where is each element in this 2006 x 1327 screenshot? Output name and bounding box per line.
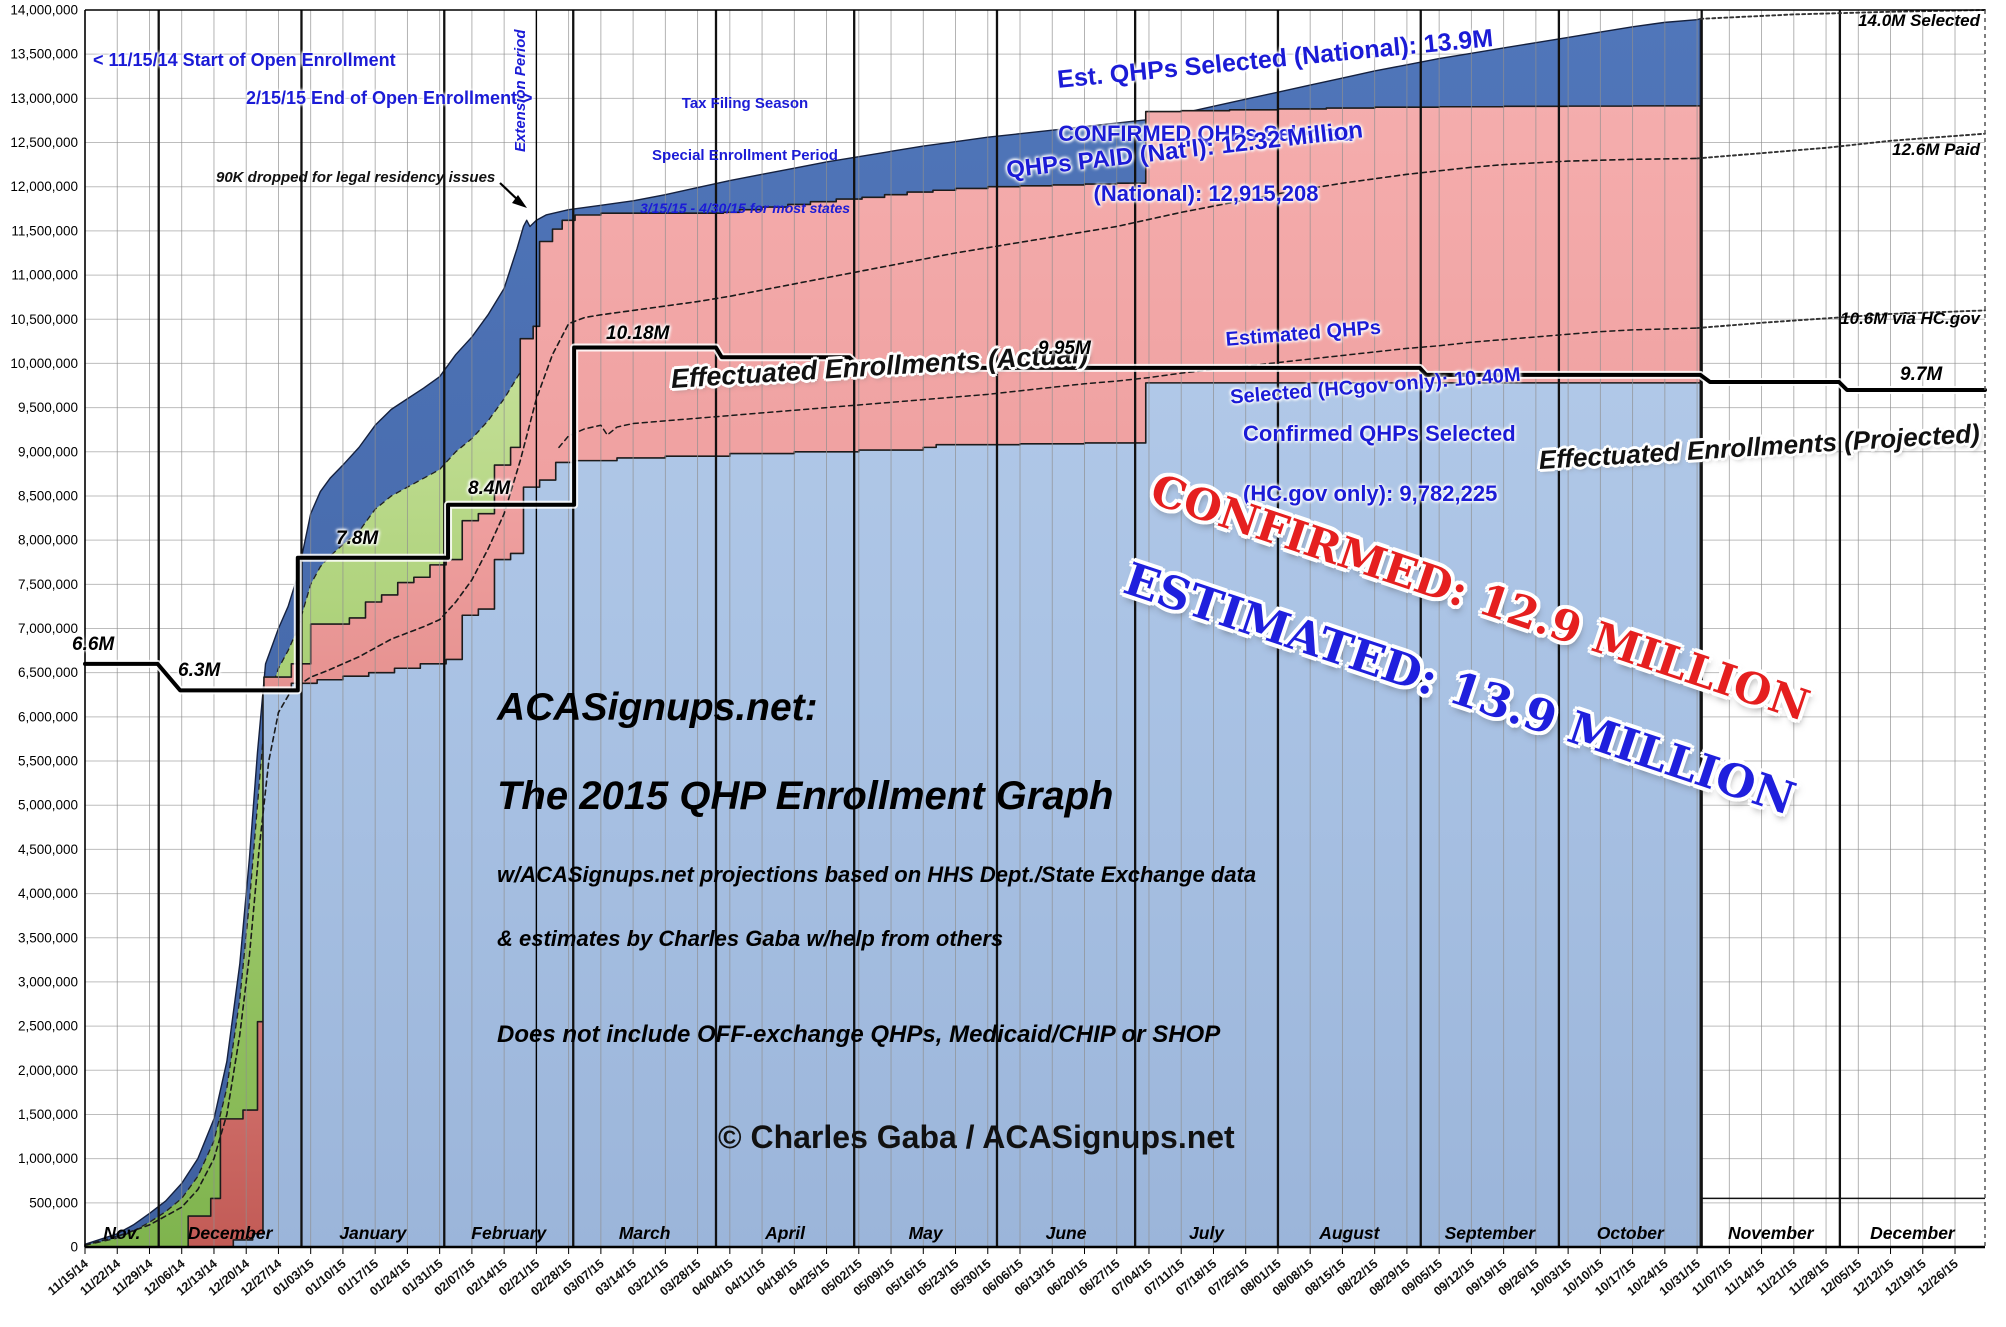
svg-text:March: March	[619, 1223, 671, 1243]
svg-text:11,500,000: 11,500,000	[11, 223, 78, 238]
y-axis-labels: 0 500,000 1,000,000 1,500,000 2,000,000 2,500…	[10, 3, 78, 1255]
tax-filing-line2: Special Enrollment Period	[652, 147, 838, 165]
label-12-6m-paid: 12.6M Paid	[1892, 140, 1980, 159]
confirmed-national-line2: (National): 12,915,208	[1093, 181, 1319, 207]
svg-text:10,500,000: 10,500,000	[10, 312, 78, 327]
svg-text:June: June	[1046, 1223, 1087, 1243]
confirmed-hcgov-line1: Confirmed QHPs Selected	[1243, 420, 1516, 446]
svg-text:January: January	[339, 1223, 407, 1243]
svg-text:12,500,000: 12,500,000	[10, 135, 78, 150]
label-confirmed-national-block: CONFIRMED QHPs Selected (National): 12,9…	[1000, 86, 1412, 243]
svg-text:13,000,000: 13,000,000	[10, 91, 78, 106]
svg-text:April: April	[764, 1223, 806, 1243]
svg-text:3,000,000: 3,000,000	[18, 974, 78, 989]
step-label-9-7m: 9.7M	[1900, 364, 1943, 385]
step-label-6-6m: 6.6M	[72, 634, 115, 655]
confirmed-hcgov-line2: (HC.gov only): 9,782,225	[1243, 481, 1498, 507]
copyright: © Charles Gaba / ACASignups.net	[718, 1119, 1235, 1155]
chart-note: Does not include OFF-exchange QHPs, Medi…	[497, 1020, 1221, 1048]
step-label-6-3m: 6.3M	[178, 660, 221, 681]
chart-title-line1: ACASignups.net:	[497, 685, 818, 729]
svg-text:6,500,000: 6,500,000	[18, 665, 78, 680]
svg-text:4,500,000: 4,500,000	[18, 842, 78, 857]
x-axis-ticks: 11/15/1411/22/1411/29/1412/06/1412/13/14…	[45, 1247, 1961, 1299]
svg-text:2,500,000: 2,500,000	[18, 1019, 78, 1034]
tax-filing-line3: 3/15/15 - 4/30/15 for most states	[639, 200, 851, 217]
svg-text:Nov.: Nov.	[103, 1223, 140, 1243]
svg-text:5,500,000: 5,500,000	[18, 754, 78, 769]
month-boundary-lines	[157, 10, 1842, 1247]
chart-subtitle-line2: & estimates by Charles Gaba w/help from …	[497, 926, 1004, 952]
svg-text:May: May	[909, 1223, 944, 1243]
svg-text:December: December	[1870, 1223, 1956, 1243]
chart-title-block: ACASignups.net: The 2015 QHP Enrollment …	[497, 650, 1256, 1084]
annotation-open-enrollment-end: 2/15/15 End of Open Enrollment >	[246, 88, 533, 108]
month-labels: Nov. December January February March April May…	[103, 1223, 1956, 1243]
svg-text:August: August	[1318, 1223, 1380, 1243]
annotation-90k-dropped: 90K dropped for legal residency issues	[216, 169, 496, 186]
svg-text:8,000,000: 8,000,000	[18, 533, 78, 548]
step-label-10-18m: 10.18M	[606, 323, 670, 344]
svg-text:10,000,000: 10,000,000	[10, 356, 78, 371]
svg-text:September: September	[1445, 1223, 1537, 1243]
step-label-9-95m: 9.95M	[1038, 338, 1091, 359]
svg-text:12,000,000: 12,000,000	[10, 179, 78, 194]
label-10-6m-hcgov: 10.6M via HC.gov	[1840, 309, 1980, 328]
chart-subtitle-line1: w/ACASignups.net projections based on HH…	[497, 861, 1257, 887]
svg-text:4,000,000: 4,000,000	[18, 886, 78, 901]
estimated-hcgov-line1: Estimated QHPs	[1224, 316, 1382, 351]
svg-text:October: October	[1597, 1223, 1665, 1243]
svg-text:500,000: 500,000	[29, 1195, 78, 1210]
step-label-7-8m: 7.8M	[336, 528, 379, 549]
tax-filing-line1: Tax Filing Season	[681, 94, 809, 112]
label-confirmed-hcgov-block: Confirmed QHPs Selected (HC.gov only): 9…	[1243, 386, 1516, 543]
svg-text:2,000,000: 2,000,000	[18, 1063, 78, 1078]
plot-borders	[84, 9, 1986, 1249]
svg-text:1,500,000: 1,500,000	[18, 1107, 78, 1122]
svg-text:9,000,000: 9,000,000	[18, 444, 78, 459]
svg-text:11,000,000: 11,000,000	[11, 268, 78, 283]
annotation-tax-filing-block: Tax Filing Season Special Enrollment Per…	[614, 60, 876, 253]
dashed-lines	[84, 9, 1986, 1247]
step-label-8-4m: 8.4M	[468, 478, 511, 499]
svg-text:13,500,000: 13,500,000	[10, 47, 78, 62]
svg-text:0: 0	[70, 1240, 78, 1255]
svg-text:7,500,000: 7,500,000	[18, 577, 78, 592]
svg-text:5,000,000: 5,000,000	[18, 798, 78, 813]
chart-title-line2: The 2015 QHP Enrollment Graph	[497, 774, 1114, 819]
effectuated-line	[81, 343, 1989, 695]
dropped-arrow	[499, 182, 527, 208]
svg-text:February: February	[471, 1223, 547, 1243]
confirmed-national-line1: CONFIRMED QHPs Selected	[1058, 120, 1354, 146]
svg-text:7,000,000: 7,000,000	[18, 621, 78, 636]
svg-text:14,000,000: 14,000,000	[10, 3, 78, 18]
svg-text:6,000,000: 6,000,000	[18, 709, 78, 724]
annotation-open-enrollment-start: < 11/15/14 Start of Open Enrollment	[93, 50, 396, 70]
svg-text:November: November	[1728, 1223, 1815, 1243]
annotation-extension-period: Extension Period	[512, 29, 529, 152]
svg-text:9,500,000: 9,500,000	[18, 400, 78, 415]
label-14m-selected: 14.0M Selected	[1858, 11, 1980, 30]
svg-text:December: December	[188, 1223, 274, 1243]
svg-text:July: July	[1189, 1223, 1225, 1243]
svg-text:3,500,000: 3,500,000	[18, 930, 78, 945]
svg-text:1,000,000: 1,000,000	[18, 1151, 78, 1166]
svg-text:8,500,000: 8,500,000	[18, 488, 78, 503]
